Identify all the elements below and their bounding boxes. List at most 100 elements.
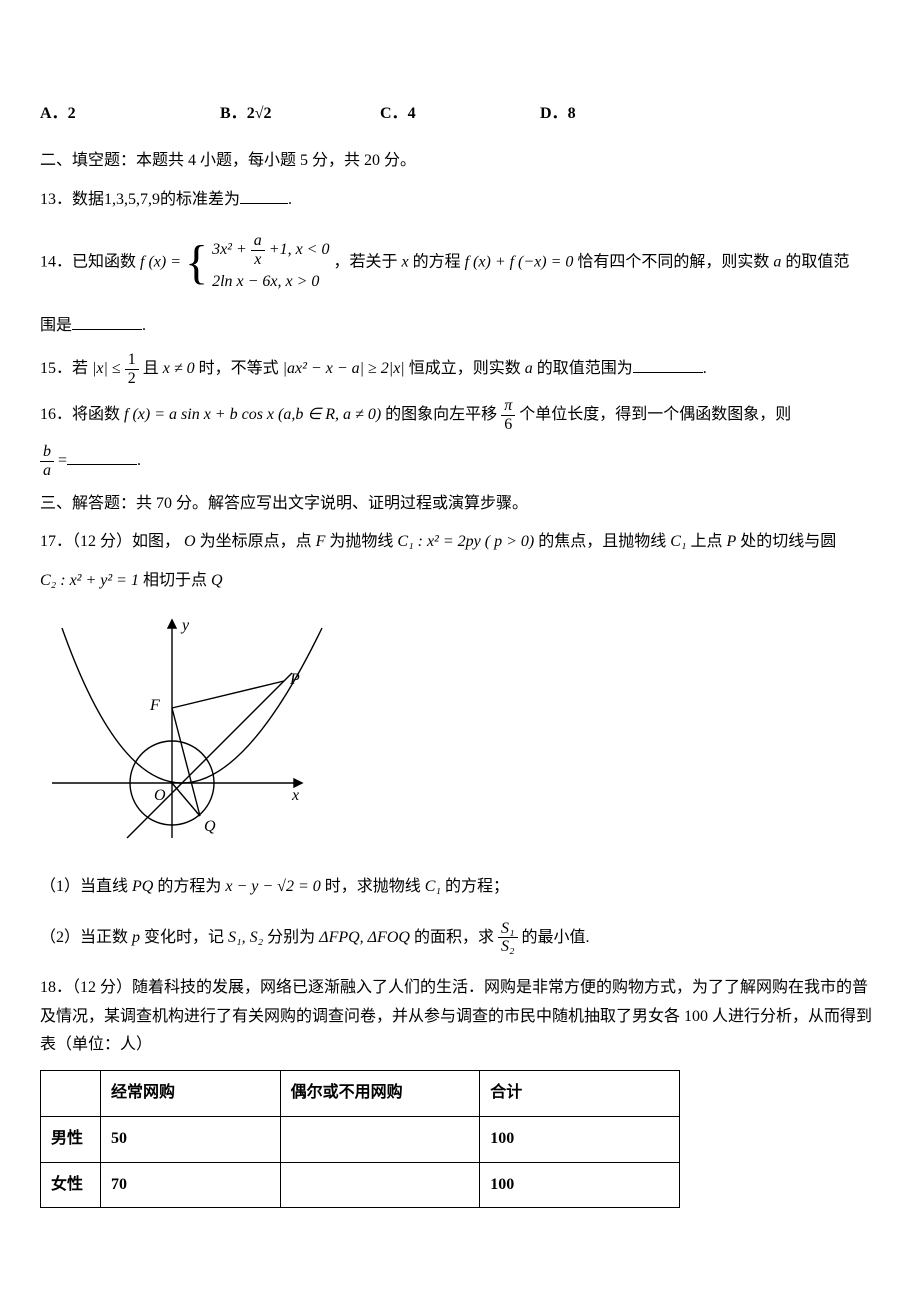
q14-eqn: f (x) + f (−x) = 0 — [465, 254, 574, 271]
brace-icon: { — [185, 239, 208, 287]
label-P: P — [289, 671, 300, 688]
th-blank — [41, 1071, 101, 1117]
cell-female-often: 70 — [100, 1162, 280, 1208]
label-y: y — [180, 617, 190, 634]
label-x: x — [291, 787, 299, 804]
q17s2-s12: S₁, S₂ — [228, 928, 263, 945]
q17-t4: 上点 — [690, 533, 722, 550]
q14-case2: 2ln x − 6x, x > 0 — [212, 269, 329, 295]
q14-case1: 3x² + ax +1, x < 0 — [212, 232, 329, 268]
option-b-label: B． — [220, 105, 247, 122]
q13-blank — [240, 188, 288, 204]
cell-male-rare — [280, 1116, 480, 1162]
q17s1-PQ: PQ — [132, 878, 153, 895]
option-c-label: C． — [380, 105, 408, 122]
q17s1-p: （1）当直线 — [40, 878, 128, 895]
q17s1-t1: 的方程为 — [157, 878, 221, 895]
q14-mid2: 的方程 — [413, 254, 461, 271]
label-Q: Q — [204, 818, 216, 835]
q17-C1: C₁ : x² = 2py ( p > 0) — [397, 533, 534, 550]
mc-options: A．2 B．2√2 C．4 D．8 — [40, 100, 880, 129]
q14-mid4: 的取值范 — [785, 254, 849, 271]
q17-t1: 为坐标原点，点 — [200, 533, 312, 550]
q15-cond1a: |x| ≤ — [92, 360, 121, 377]
q15-prefix: 15．若 — [40, 360, 88, 377]
table-row: 女性 70 100 — [41, 1162, 680, 1208]
cell-male-often: 50 — [100, 1116, 280, 1162]
option-a-label: A． — [40, 105, 68, 122]
q17s2-ratio: S₁S₂ — [498, 920, 518, 956]
option-a: A．2 — [40, 100, 220, 129]
q16-ba: ba — [40, 443, 54, 479]
option-d: D．8 — [540, 100, 700, 129]
option-a-value: 2 — [68, 105, 76, 122]
cell-male-total: 100 — [480, 1116, 680, 1162]
q16-blank — [67, 449, 137, 465]
q14-line2a: 围是 — [40, 317, 72, 334]
q17-t5: 处的切线与圆 — [740, 533, 836, 550]
q14-period: . — [142, 317, 146, 334]
q13-period: . — [288, 191, 292, 208]
q16-period: . — [137, 452, 141, 469]
q15-mid1: 时，不等式 — [199, 360, 279, 377]
q17-prefix: 17．（12 分）如图， — [40, 533, 180, 550]
q17s2-t3: 的面积，求 — [414, 928, 494, 945]
q16-pi6: π6 — [501, 397, 515, 433]
q17s1-t2: 时，求抛物线 — [325, 878, 421, 895]
q14-a: a — [773, 254, 781, 271]
question-17-sub2: （2）当正数 p 变化时，记 S₁, S₂ 分别为 ΔFPQ, ΔFOQ 的面积… — [40, 920, 880, 956]
q17-figure: y x O F P Q — [32, 608, 880, 859]
q16-eq: = — [58, 452, 67, 469]
table-header-row: 经常网购 偶尔或不用网购 合计 — [41, 1071, 680, 1117]
option-c-value: 4 — [408, 105, 416, 122]
q17-F: F — [316, 533, 326, 550]
q17-C1b: C₁ — [670, 533, 686, 550]
q14-piecewise: { 3x² + ax +1, x < 0 2ln x − 6x, x > 0 — [185, 232, 329, 294]
q17-C2: C₂ : x² + y² = 1 — [40, 572, 139, 589]
q16-prefix: 16．将函数 — [40, 406, 120, 423]
q17s2-t2: 分别为 — [267, 928, 315, 945]
question-17: 17．（12 分）如图， O 为坐标原点，点 F 为抛物线 C₁ : x² = … — [40, 528, 880, 557]
q15-mid3: 的取值范围为 — [537, 360, 633, 377]
option-d-label: D． — [540, 105, 568, 122]
q13-suffix: 的标准差为 — [160, 191, 240, 208]
q17s2-t4: 的最小值. — [522, 928, 590, 945]
q17s1-C1: C₁ — [425, 878, 441, 895]
q16-mid2: 个单位长度，得到一个偶函数图象，则 — [519, 406, 791, 423]
question-15: 15．若 |x| ≤ 12 且 x ≠ 0 时，不等式 |ax² − x − a… — [40, 351, 880, 387]
q14-mid1: ，若关于 — [333, 254, 397, 271]
option-b-value: 2√2 — [247, 105, 272, 122]
q15-blank — [633, 357, 703, 373]
table-row: 男性 50 100 — [41, 1116, 680, 1162]
segment-fp — [172, 681, 284, 708]
option-b: B．2√2 — [220, 100, 380, 129]
label-O: O — [154, 787, 166, 804]
q13-data: 1,3,5,7,9 — [104, 191, 160, 208]
label-F: F — [149, 697, 160, 714]
section-3-title: 三、解答题：共 70 分。解答应写出文字说明、证明过程或演算步骤。 — [40, 490, 880, 519]
option-d-value: 8 — [568, 105, 576, 122]
question-18: 18．（12 分）随着科技的发展，网络已逐渐融入了人们的生活．网购是非常方便的购… — [40, 974, 880, 1060]
q14-fx: f (x) = — [140, 254, 181, 271]
q17-t2: 为抛物线 — [329, 533, 393, 550]
x-arrow-icon — [294, 779, 302, 787]
q17-t3: 的焦点，且抛物线 — [538, 533, 666, 550]
cell-female-total: 100 — [480, 1162, 680, 1208]
section-2-title: 二、填空题：本题共 4 小题，每小题 5 分，共 20 分。 — [40, 147, 880, 176]
question-14-line2: 围是. — [40, 312, 880, 341]
q14-blank — [72, 314, 142, 330]
q17-P: P — [726, 533, 736, 550]
th-rare: 偶尔或不用网购 — [280, 1071, 480, 1117]
q17-Q: Q — [211, 572, 223, 589]
q15-period: . — [703, 360, 707, 377]
q15-mid2: 恒成立，则实数 — [409, 360, 521, 377]
survey-table: 经常网购 偶尔或不用网购 合计 男性 50 100 女性 70 100 — [40, 1070, 680, 1208]
q17-t6: 相切于点 — [143, 572, 207, 589]
q17s2-tri: ΔFPQ, ΔFOQ — [319, 928, 410, 945]
option-c: C．4 — [380, 100, 540, 129]
q16-fx: f (x) = a sin x + b cos x (a,b ∈ R, a ≠ … — [124, 406, 381, 423]
cell-male-label: 男性 — [41, 1116, 101, 1162]
q14-mid3: 恰有四个不同的解，则实数 — [577, 254, 769, 271]
question-16: 16．将函数 f (x) = a sin x + b cos x (a,b ∈ … — [40, 397, 880, 433]
q16-mid1: 的图象向左平移 — [385, 406, 497, 423]
